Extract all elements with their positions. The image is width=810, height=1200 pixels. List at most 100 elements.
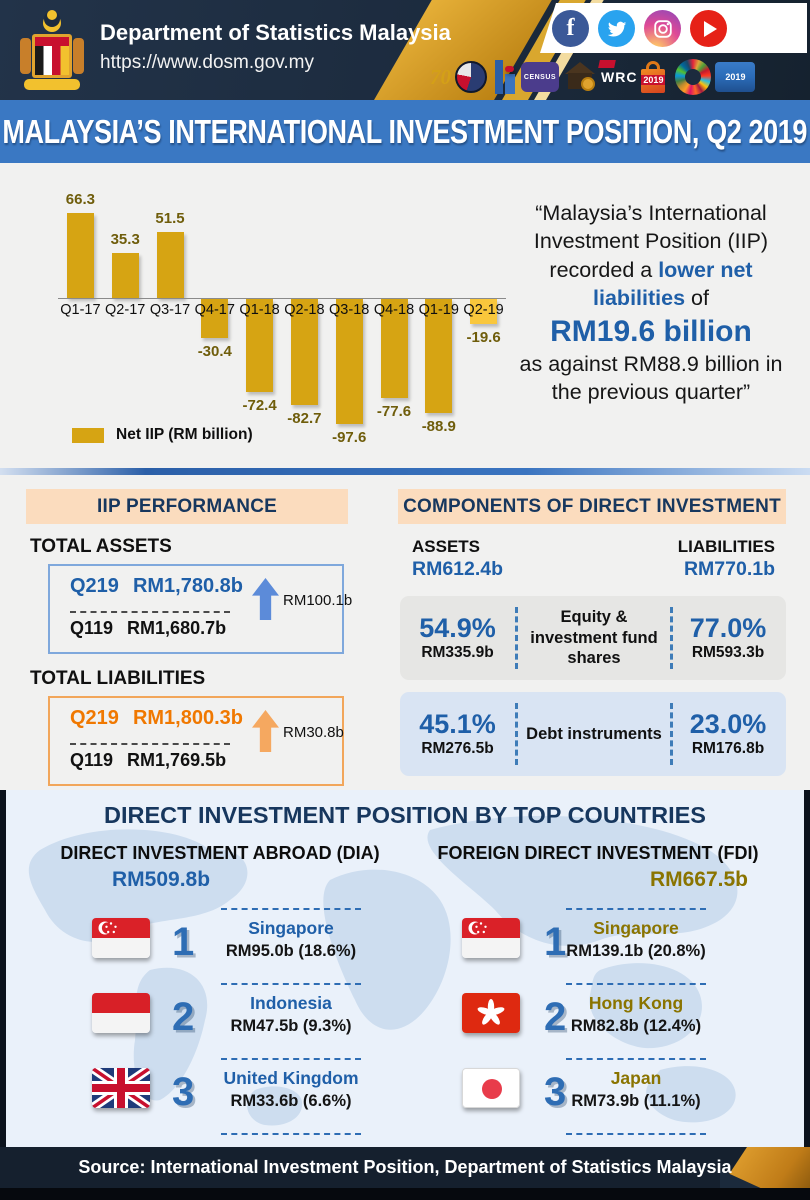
dashed-rule — [566, 908, 706, 910]
page-border-bottom — [0, 1188, 810, 1200]
world-map-background — [28, 815, 738, 1126]
x-tick-Q3-18: Q3-18 — [329, 302, 370, 318]
logo-mycensus-icon — [455, 61, 487, 93]
logo-wrc-icon: WRC — [598, 60, 637, 85]
liabilities-q2-row: Q219 RM1,800.3b — [70, 707, 243, 729]
dia-header: DIRECT INVESTMENT ABROAD (DIA) — [60, 843, 380, 863]
total-assets-box: Q219 RM1,780.8b Q119 RM1,680.7b RM100.1b — [48, 564, 352, 654]
x-tick-Q2-17: Q2-17 — [105, 302, 146, 318]
legend-swatch — [72, 427, 104, 443]
page-border-right — [804, 790, 810, 1188]
increase-arrow-icon — [252, 710, 279, 752]
bar-value-Q1-18: -72.4 — [242, 396, 277, 414]
flag-singapore-icon — [92, 918, 150, 958]
logo-sdg-wheel-icon — [675, 59, 712, 95]
bar-Q4-17 — [201, 299, 229, 338]
fdi-total: RM667.5b — [649, 868, 748, 891]
equity-liabilities-cell: 77.0% RM593.3b — [689, 612, 767, 661]
social-icons: f — [552, 10, 727, 47]
play-icon — [704, 20, 717, 37]
section-divider — [0, 468, 810, 475]
iip-performance-header: IIP PERFORMANCE — [26, 489, 348, 524]
youtube-icon[interactable] — [690, 10, 727, 47]
x-tick-Q2-18: Q2-18 — [284, 302, 325, 318]
x-tick-Q1-18: Q1-18 — [239, 302, 280, 318]
dashed-separator — [70, 611, 230, 613]
countries-section: DIRECT INVESTMENT POSITION BY TOP COUNTR… — [0, 790, 810, 1147]
bar-value-Q4-18: -77.6 — [376, 403, 412, 421]
dashed-rule — [566, 983, 706, 985]
bar-Q4-18 — [380, 299, 408, 399]
equity-row-card: 54.9% RM335.9b Equity & investment fund … — [400, 596, 786, 680]
dept-name: Department of Statistics Malaysia — [100, 20, 451, 45]
quote-highlight-value: RM19.6 billion — [550, 314, 752, 348]
rank-number: 3 — [172, 1070, 195, 1114]
rank-number: 1 — [544, 920, 567, 964]
components-assets-total: RM612.4b — [412, 558, 504, 580]
dashed-divider — [515, 607, 518, 669]
x-tick-Q4-18: Q4-18 — [373, 302, 415, 318]
assets-q2-row: Q219 RM1,780.8b — [70, 575, 243, 597]
flag-singapore-icon — [462, 918, 520, 958]
net-iip-chart: Net IIP (RM billion) Q1-17 66.3 Q2-17 35.3 Q… — [58, 172, 508, 468]
logo-shopping-bag-2019-icon: 2019 — [641, 61, 671, 93]
bar-Q2-17 — [111, 252, 139, 298]
chart-section: Net IIP (RM billion) Q1-17 66.3 Q2-17 35.3 Q… — [0, 163, 810, 468]
chart-axis — [58, 298, 506, 299]
dia-total: RM509.8b — [112, 868, 211, 891]
rank-number: 2 — [544, 995, 567, 1039]
bar-value-Q3-18: -97.6 — [332, 428, 367, 446]
page-title: MALAYSIA’S INTERNATIONAL INVESTMENT POSI… — [2, 112, 808, 150]
components-header: COMPONENTS OF DIRECT INVESTMENT — [398, 489, 786, 524]
dashed-divider — [670, 703, 673, 765]
twitter-icon[interactable] — [598, 10, 635, 47]
campaign-logos: 70 CENSUS WRC 2019 2019 — [430, 56, 806, 98]
debt-name-cell: Debt instruments — [526, 724, 662, 743]
fdi-header: FOREIGN DIRECT INVESTMENT (FDI) — [437, 843, 759, 863]
country-value: RM73.9b (11.1%) — [571, 1092, 701, 1110]
x-tick-Q4-17: Q4-17 — [194, 302, 235, 318]
source-note: Source: International Investment Positio… — [78, 1157, 732, 1177]
bar-value-Q4-17: -30.4 — [197, 342, 232, 360]
country-value: RM33.6b (6.6%) — [230, 1092, 352, 1110]
country-value: RM82.8b (12.4%) — [570, 1017, 702, 1035]
logo-70th-anniversary-icon: 70 — [430, 64, 451, 89]
quote-line: liabilities of — [593, 286, 709, 311]
total-liabilities-box: Q219 RM1,800.3b Q119 RM1,769.5b RM30.8b — [48, 696, 344, 786]
liabilities-q1-row: Q119 RM1,769.5b — [70, 750, 227, 770]
dashed-separator — [70, 743, 230, 745]
components-liabilities-total: RM770.1b — [683, 558, 775, 580]
country-name: Japan — [610, 1068, 662, 1088]
x-tick-Q2-19: Q2-19 — [463, 302, 504, 318]
bar-Q2-19 — [470, 299, 498, 325]
bar-value-Q2-18: -82.7 — [287, 409, 322, 427]
increase-arrow-icon — [252, 578, 279, 620]
quote-line: “Malaysia’s International — [535, 201, 767, 225]
logo-kl-landmark-icon — [491, 60, 517, 94]
legend-label: Net IIP (RM billion) — [116, 426, 253, 443]
country-name: Singapore — [248, 918, 334, 938]
country-value: RM95.0b (18.6%) — [225, 942, 357, 960]
logo-census2020-icon: CENSUS — [521, 62, 559, 92]
quote-line: recorded a lower net — [549, 257, 753, 282]
country-name: Indonesia — [250, 993, 332, 1013]
assets-q1-row: Q119 RM1,680.7b — [70, 618, 227, 638]
title-bar: MALAYSIA’S INTERNATIONAL INVESTMENT POSI… — [0, 100, 810, 163]
instagram-icon[interactable] — [644, 10, 681, 47]
flag-japan-icon — [462, 1068, 520, 1108]
rank-number: 2 — [172, 995, 195, 1039]
dashed-rule — [221, 908, 361, 910]
bar-value-Q2-19: -19.6 — [466, 329, 501, 347]
countries-title: DIRECT INVESTMENT POSITION BY TOP COUNTR… — [104, 802, 706, 828]
equity-assets-cell: 54.9% RM335.9b — [419, 612, 496, 661]
chart-legend: Net IIP (RM billion) — [72, 426, 253, 444]
rank-number: 1 — [172, 920, 195, 964]
mid-section: IIP PERFORMANCE TOTAL ASSETS Q219 RM1,780… — [0, 475, 810, 790]
dosm-url-link[interactable]: https://www.dosm.gov.my — [100, 52, 314, 73]
quote-line: Investment Position (IIP) — [533, 229, 769, 254]
footer: Source: International Investment Positio… — [0, 1147, 810, 1188]
bar-Q3-18 — [335, 299, 363, 424]
bar-Q2-18 — [290, 299, 318, 405]
facebook-icon[interactable]: f — [552, 10, 589, 47]
logo-house-stats-icon — [563, 61, 597, 93]
